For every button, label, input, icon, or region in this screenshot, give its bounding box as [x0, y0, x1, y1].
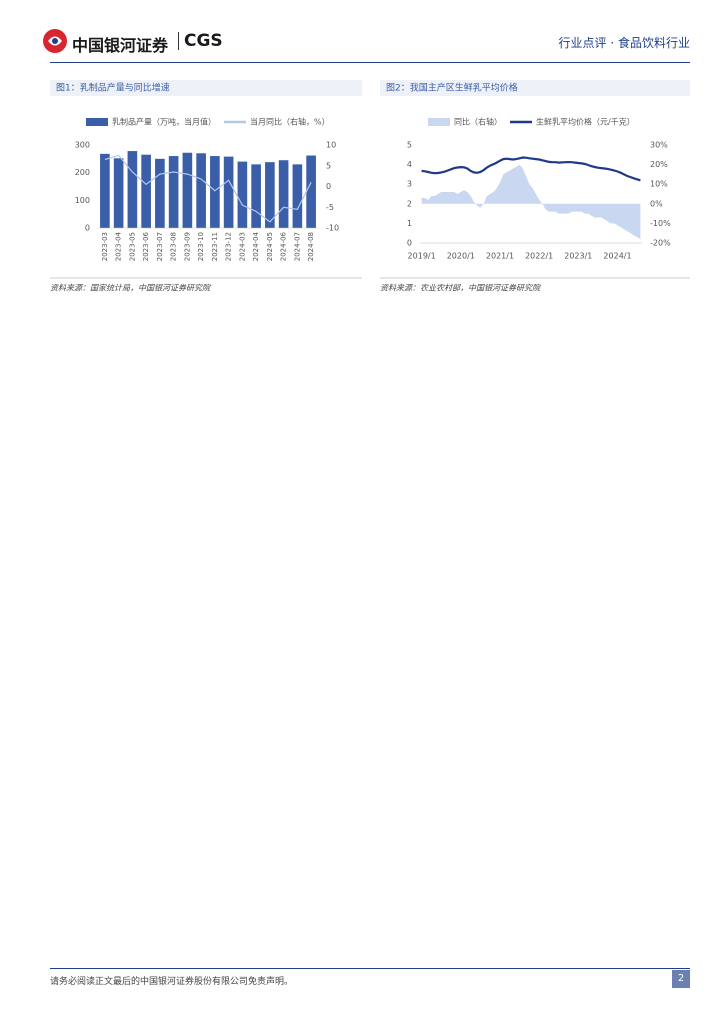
bar	[182, 152, 193, 228]
x-tick-label: 2023-05	[128, 232, 136, 261]
y-tick-label: 0	[85, 224, 90, 233]
footer-rule	[50, 968, 690, 969]
bar	[196, 153, 206, 228]
x-tick-label: 2024-07	[293, 232, 301, 261]
figure-title: 图1：乳制品产量与同比增速	[56, 82, 170, 94]
bar	[210, 156, 220, 228]
bar	[141, 154, 151, 228]
legend-label: 乳制品产量（万吨，当月值）	[112, 117, 216, 127]
y2-tick-label: 10	[326, 141, 336, 150]
bar	[265, 162, 275, 228]
y2-tick-label: -20%	[650, 239, 671, 248]
x-tick-label: 2023-12	[225, 232, 233, 261]
bar	[168, 156, 179, 228]
y2-tick-label: 10%	[650, 180, 668, 189]
legend-label: 同比（右轴）	[454, 117, 502, 127]
charts: 图1：乳制品产量与同比增速资料来源：国家统计局，中国银河证券研究院0100200…	[50, 80, 690, 293]
source: 资料来源：农业农村部，中国银河证券研究院	[380, 284, 542, 293]
area	[421, 164, 641, 240]
y2-tick-label: -10%	[650, 219, 671, 228]
y-tick-label: 0	[407, 239, 412, 248]
bar	[155, 158, 165, 228]
brand-divider	[178, 32, 179, 50]
source: 资料来源：国家统计局，中国银河证券研究院	[50, 284, 212, 293]
y2-tick-label: 20%	[650, 160, 668, 169]
x-tick-label: 2024-04	[252, 231, 260, 261]
y2-tick-label: 5	[326, 161, 331, 170]
x-tick-label: 2020/1	[447, 252, 475, 261]
figure-title: 图2：我国主产区生鲜乳平均价格	[386, 82, 518, 94]
y2-tick-label: 0%	[650, 199, 663, 208]
y2-tick-label: -10	[326, 224, 339, 233]
x-tick-label: 2023-07	[156, 232, 164, 261]
section: 行业点评 · 食品饮料行业	[558, 36, 690, 50]
x-tick-label: 2023-03	[101, 232, 109, 261]
line	[421, 156, 641, 182]
x-tick-label: 2024-03	[238, 232, 246, 261]
x-tick-label: 2023-09	[183, 232, 191, 261]
bar	[306, 155, 316, 228]
y-tick-label: 100	[75, 196, 90, 205]
bar	[223, 156, 234, 228]
disclaimer: 请务必阅读正文最后的中国银河证券股份有限公司免责声明。	[50, 977, 294, 987]
y2-tick-label: -5	[326, 203, 334, 212]
figure-title-bg	[50, 80, 362, 96]
y-tick-label: 5	[407, 141, 412, 150]
line	[104, 154, 312, 223]
x-tick-label: 2023/1	[564, 252, 592, 261]
y-tick-label: 200	[75, 168, 90, 177]
y-tick-label: 2	[407, 199, 412, 208]
logo-icon	[43, 29, 67, 53]
x-tick-label: 2023-11	[211, 232, 219, 261]
x-tick-label: 2023-10	[197, 232, 205, 261]
x-tick-label: 2024-08	[307, 232, 315, 261]
figure-title-bg	[380, 80, 690, 96]
legend-label: 生鲜乳平均价格（元/千克）	[536, 117, 635, 127]
x-tick-label: 2023-06	[142, 231, 150, 261]
x-tick-label: 2023-04	[115, 231, 123, 261]
x-tick-label: 2024-05	[266, 232, 274, 261]
x-tick-label: 2022/1	[525, 252, 553, 261]
x-tick-label: 2021/1	[486, 252, 514, 261]
bar	[100, 153, 110, 228]
x-tick-label: 2024-06	[280, 231, 288, 261]
x-tick-label: 2023-08	[170, 232, 178, 261]
y-tick-label: 3	[407, 180, 412, 189]
brand: 中国银河证券	[72, 36, 169, 55]
bar	[292, 164, 303, 228]
y-tick-label: 300	[75, 141, 90, 150]
x-tick-label: 2024/1	[603, 252, 631, 261]
legend-label: 当月同比（右轴，%）	[250, 117, 330, 127]
legend-swatch	[428, 118, 450, 126]
brand-en: CGS	[184, 31, 223, 51]
header-rule	[50, 62, 690, 63]
y2-tick-label: 0	[326, 182, 331, 191]
bar	[278, 160, 289, 228]
bar	[237, 161, 248, 228]
y2-tick-label: 30%	[650, 141, 668, 150]
page-number: 2	[672, 970, 690, 988]
bar	[251, 164, 261, 228]
x-tick-label: 2019/1	[408, 252, 436, 261]
bar	[113, 158, 124, 228]
legend-swatch	[86, 118, 108, 126]
bar	[127, 151, 138, 228]
y-tick-label: 4	[407, 160, 412, 169]
y-tick-label: 1	[407, 219, 412, 228]
